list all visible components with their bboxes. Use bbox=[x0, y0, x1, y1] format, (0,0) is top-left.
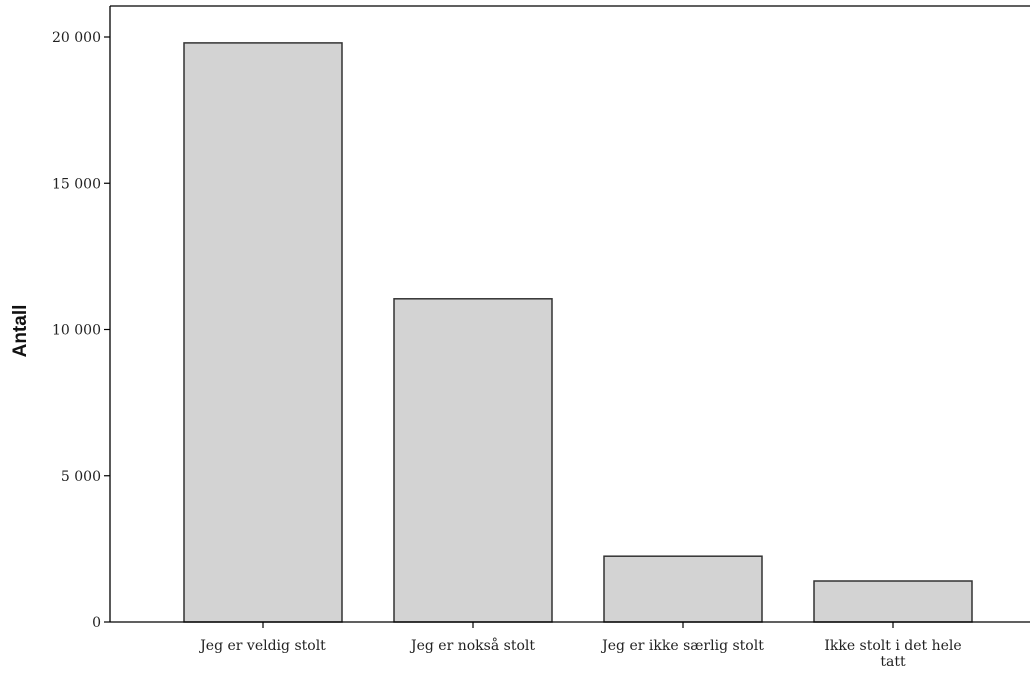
x-tick-label: Ikke stolt i det hele tatt bbox=[824, 638, 961, 670]
x-tick-label: Jeg er nokså stolt bbox=[409, 637, 535, 654]
bars-layer bbox=[183, 42, 973, 623]
y-tick-label: 15 000 bbox=[52, 176, 101, 192]
x-tick-label: Jeg er ikke særlig stolt bbox=[600, 638, 764, 654]
y-axis: 0 5 000 10 000 15 000 20 000 bbox=[52, 30, 110, 631]
y-tick-label: 20 000 bbox=[52, 30, 101, 46]
bar-2 bbox=[393, 298, 553, 623]
y-tick-label: 0 bbox=[92, 615, 101, 631]
bar-1 bbox=[183, 42, 343, 623]
x-axis: Jeg er veldig stolt Jeg er nokså stolt Jeg… bbox=[198, 622, 962, 670]
y-tick-label: 5 000 bbox=[61, 469, 101, 485]
bar-4 bbox=[813, 580, 973, 623]
y-tick-label: 10 000 bbox=[52, 323, 101, 339]
x-tick-label: Jeg er veldig stolt bbox=[198, 638, 326, 654]
bar-3 bbox=[603, 555, 763, 623]
y-axis-label: Antall bbox=[10, 305, 31, 358]
